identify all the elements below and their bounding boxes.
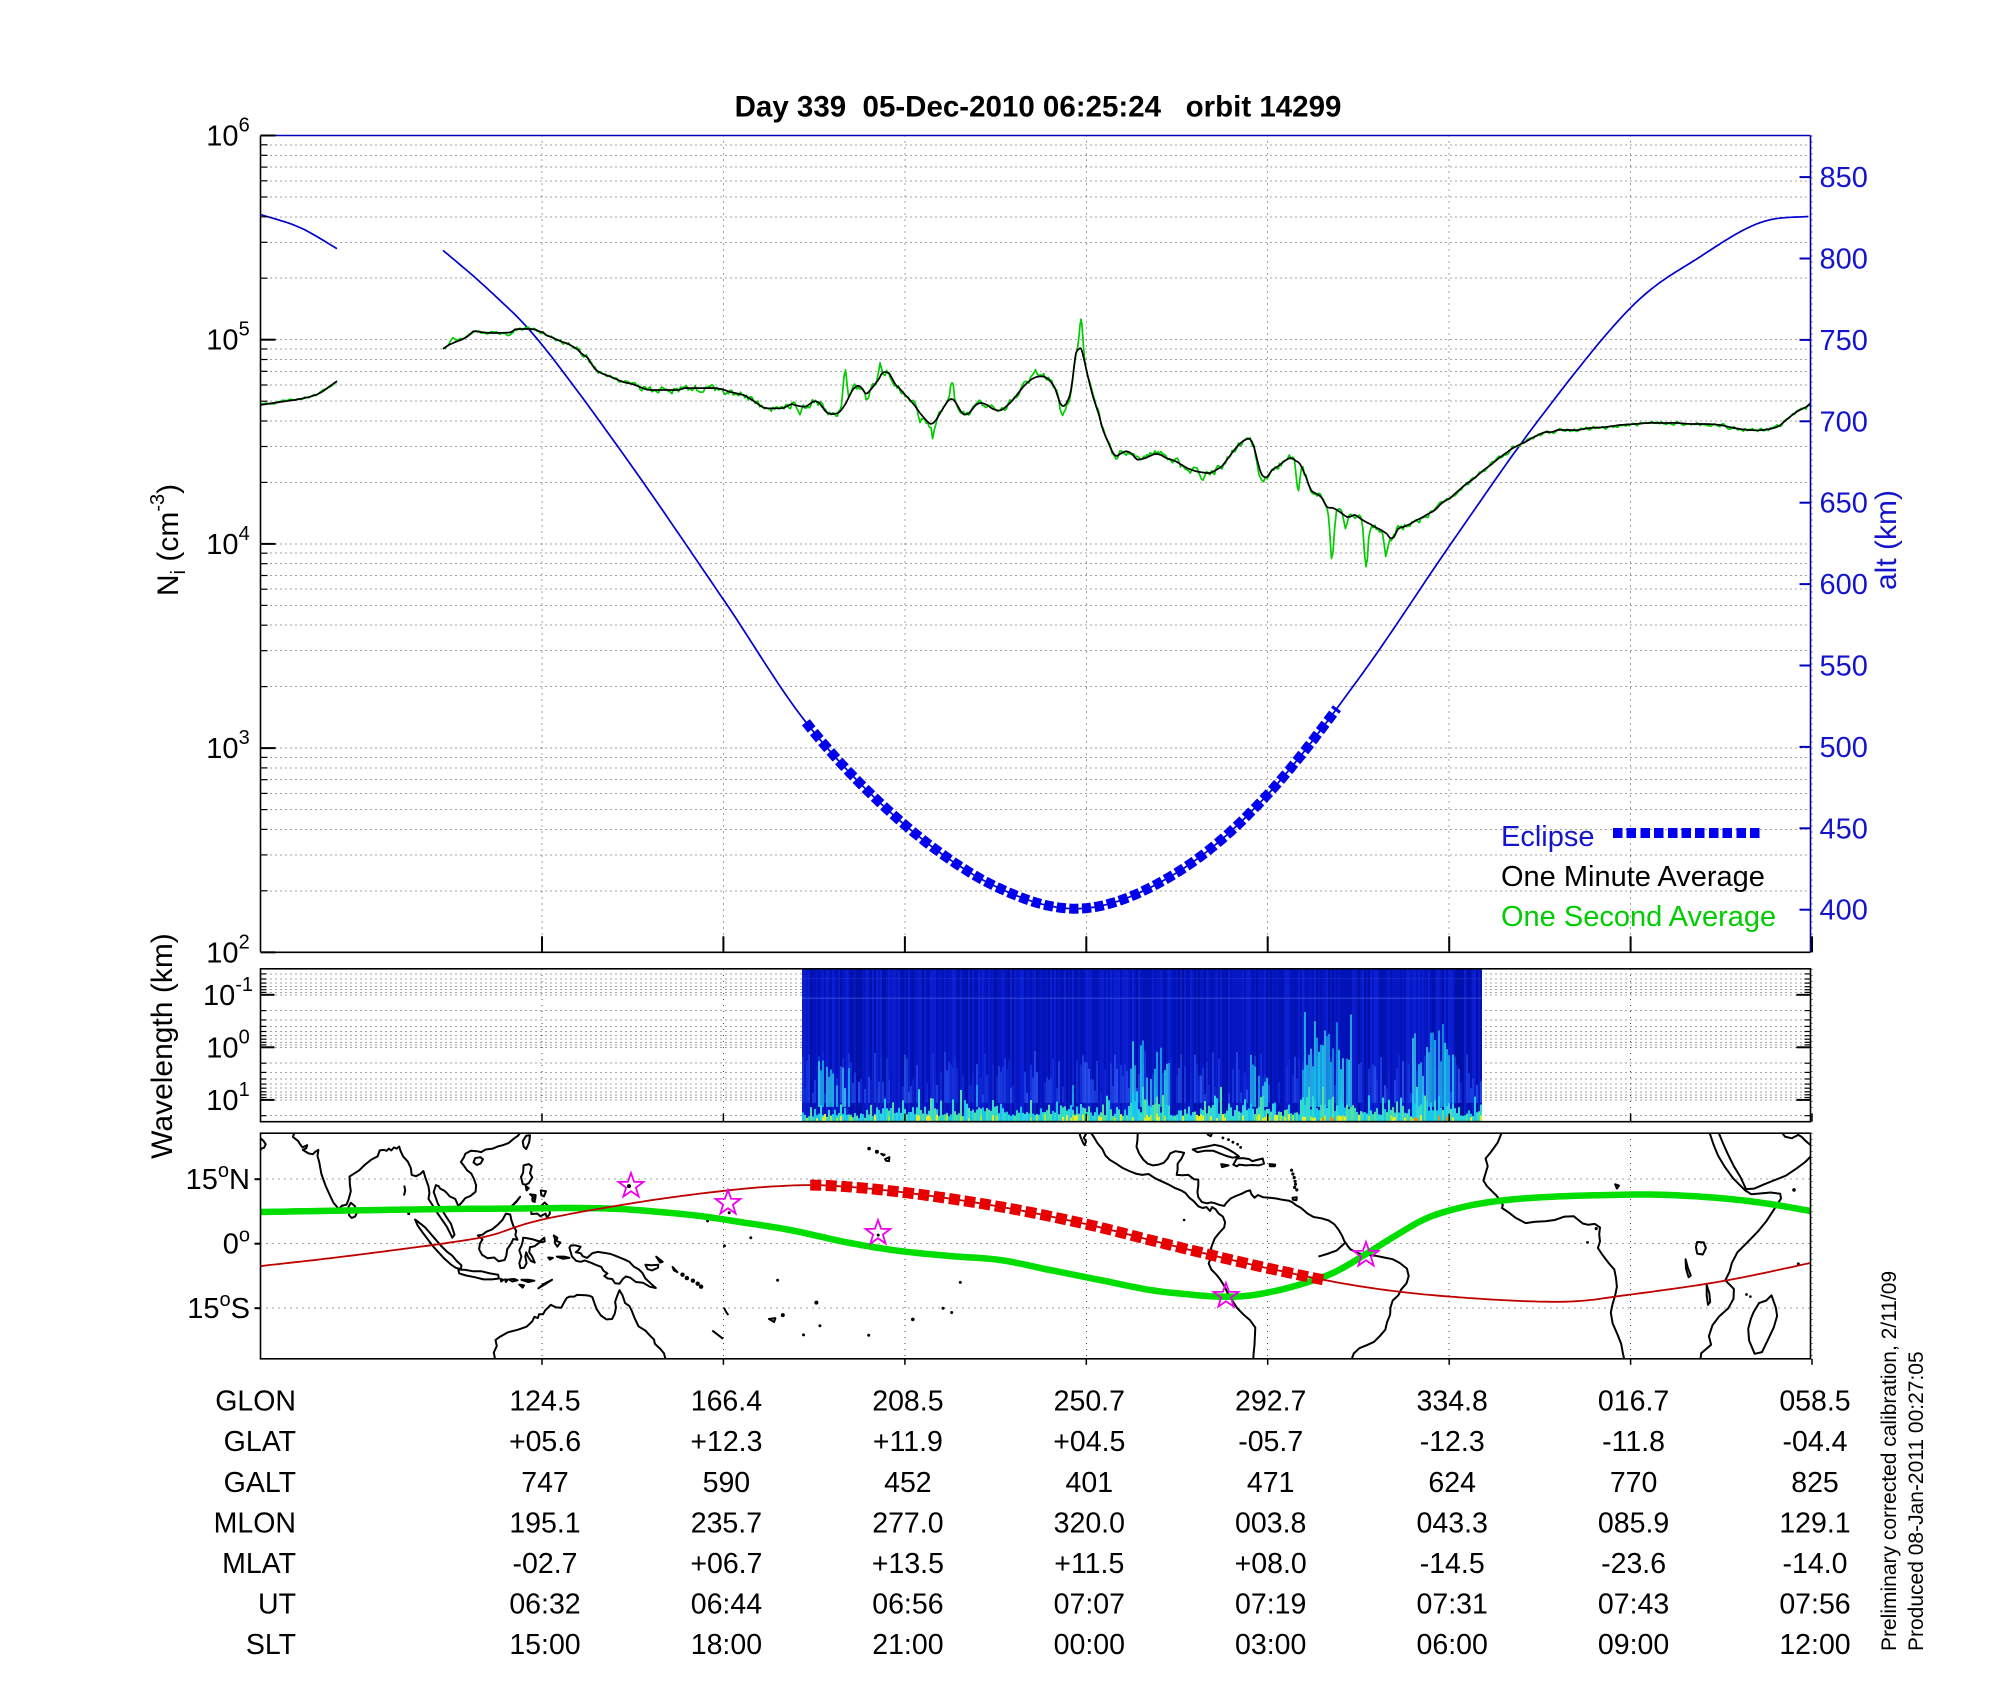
svg-text:+05.6: +05.6 — [509, 1426, 581, 1458]
svg-text:102: 102 — [206, 931, 249, 969]
svg-text:624: 624 — [1428, 1467, 1476, 1499]
svg-text:alt (km): alt (km) — [1870, 490, 1903, 590]
svg-text:15oS: 15oS — [187, 1289, 250, 1325]
svg-text:471: 471 — [1247, 1467, 1295, 1499]
svg-text:15:00: 15:00 — [509, 1629, 580, 1661]
svg-text:06:56: 06:56 — [872, 1589, 943, 1621]
svg-text:124.5: 124.5 — [509, 1386, 580, 1418]
svg-text:400: 400 — [1820, 895, 1868, 927]
svg-text:320.0: 320.0 — [1054, 1507, 1125, 1539]
svg-text:129.1: 129.1 — [1779, 1507, 1850, 1539]
svg-text:-05.7: -05.7 — [1238, 1426, 1303, 1458]
svg-text:003.8: 003.8 — [1235, 1507, 1306, 1539]
svg-text:600: 600 — [1820, 569, 1868, 601]
svg-text:00:00: 00:00 — [1054, 1629, 1125, 1661]
svg-text:07:56: 07:56 — [1779, 1589, 1850, 1621]
svg-text:750: 750 — [1820, 325, 1868, 357]
svg-text:825: 825 — [1791, 1467, 1839, 1499]
svg-text:-02.7: -02.7 — [513, 1548, 578, 1580]
svg-text:+12.3: +12.3 — [690, 1426, 762, 1458]
svg-text:12:00: 12:00 — [1779, 1629, 1850, 1661]
svg-text:850: 850 — [1820, 162, 1868, 194]
svg-text:208.5: 208.5 — [872, 1386, 943, 1418]
svg-text:+11.5: +11.5 — [1054, 1548, 1124, 1580]
svg-text:SLT: SLT — [246, 1629, 296, 1661]
svg-text:Wavelength (km): Wavelength (km) — [146, 933, 179, 1159]
svg-text:250.7: 250.7 — [1054, 1386, 1125, 1418]
svg-text:235.7: 235.7 — [691, 1507, 762, 1539]
svg-text:GALT: GALT — [224, 1467, 296, 1499]
svg-text:One Minute Average: One Minute Average — [1501, 861, 1765, 893]
svg-text:07:07: 07:07 — [1054, 1589, 1125, 1621]
svg-text:016.7: 016.7 — [1598, 1386, 1669, 1418]
svg-text:-11.8: -11.8 — [1602, 1426, 1665, 1458]
svg-text:401: 401 — [1066, 1467, 1114, 1499]
svg-text:-04.4: -04.4 — [1783, 1426, 1848, 1458]
svg-text:Preliminary corrected calibrat: Preliminary corrected calibration, 2/11/… — [1878, 1271, 1901, 1651]
svg-text:450: 450 — [1820, 813, 1868, 845]
svg-text:277.0: 277.0 — [872, 1507, 943, 1539]
svg-text:UT: UT — [258, 1589, 296, 1621]
svg-text:MLON: MLON — [214, 1507, 296, 1539]
svg-text:03:00: 03:00 — [1235, 1629, 1306, 1661]
svg-text:747: 747 — [521, 1467, 569, 1499]
svg-text:292.7: 292.7 — [1235, 1386, 1306, 1418]
svg-text:-14.5: -14.5 — [1420, 1548, 1485, 1580]
svg-text:043.3: 043.3 — [1417, 1507, 1488, 1539]
svg-text:06:32: 06:32 — [509, 1589, 580, 1621]
svg-text:195.1: 195.1 — [509, 1507, 580, 1539]
svg-text:21:00: 21:00 — [872, 1629, 943, 1661]
svg-text:-14.0: -14.0 — [1783, 1548, 1848, 1580]
svg-text:+13.5: +13.5 — [872, 1548, 944, 1580]
svg-text:+08.0: +08.0 — [1235, 1548, 1307, 1580]
svg-text:15oN: 15oN — [186, 1160, 250, 1196]
svg-text:-23.6: -23.6 — [1601, 1548, 1666, 1580]
svg-text:09:00: 09:00 — [1598, 1629, 1669, 1661]
svg-text:07:19: 07:19 — [1235, 1589, 1306, 1621]
svg-text:06:00: 06:00 — [1417, 1629, 1488, 1661]
svg-text:334.8: 334.8 — [1417, 1386, 1488, 1418]
svg-text:18:00: 18:00 — [691, 1629, 762, 1661]
svg-text:GLON: GLON — [215, 1386, 296, 1418]
svg-text:Produced 08-Jan-2011 00:27:05: Produced 08-Jan-2011 00:27:05 — [1905, 1351, 1928, 1651]
svg-text:+11.9: +11.9 — [873, 1426, 943, 1458]
svg-text:085.9: 085.9 — [1598, 1507, 1669, 1539]
svg-text:MLAT: MLAT — [222, 1548, 296, 1580]
svg-text:+06.7: +06.7 — [690, 1548, 762, 1580]
svg-text:700: 700 — [1820, 406, 1868, 438]
svg-text:058.5: 058.5 — [1779, 1386, 1850, 1418]
svg-text:Day 339 05-Dec-2010 06:25:24: Day 339 05-Dec-2010 06:25:24 orbit 14299 — [735, 91, 1342, 124]
svg-text:06:44: 06:44 — [691, 1589, 762, 1621]
svg-text:650: 650 — [1820, 488, 1868, 520]
svg-text:One Second Average: One Second Average — [1501, 901, 1776, 933]
svg-text:07:31: 07:31 — [1417, 1589, 1488, 1621]
svg-text:Eclipse: Eclipse — [1501, 821, 1595, 853]
svg-text:500: 500 — [1820, 732, 1868, 764]
svg-text:GLAT: GLAT — [224, 1426, 296, 1458]
svg-text:590: 590 — [703, 1467, 751, 1499]
svg-text:770: 770 — [1610, 1467, 1658, 1499]
svg-text:-12.3: -12.3 — [1420, 1426, 1485, 1458]
svg-text:+04.5: +04.5 — [1053, 1426, 1125, 1458]
svg-text:800: 800 — [1820, 244, 1868, 276]
svg-text:452: 452 — [884, 1467, 932, 1499]
svg-text:07:43: 07:43 — [1598, 1589, 1669, 1621]
svg-text:550: 550 — [1820, 651, 1868, 683]
svg-text:166.4: 166.4 — [691, 1386, 762, 1418]
